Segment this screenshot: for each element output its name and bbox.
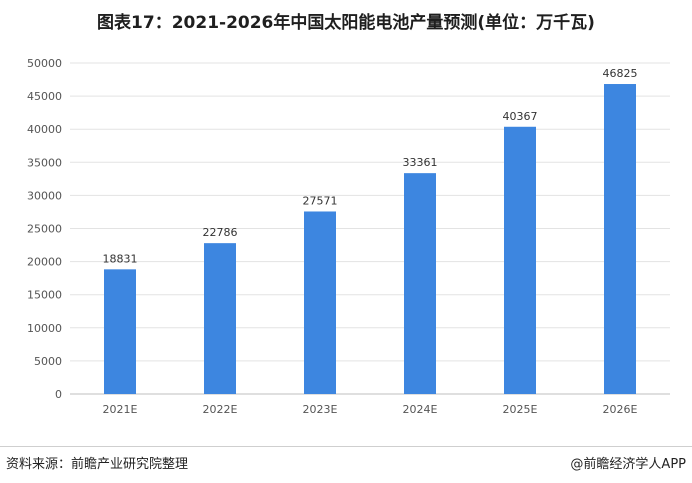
y-tick-label: 5000 [34,355,62,368]
y-tick-label: 40000 [27,123,62,136]
gridlines [70,62,670,395]
y-axis-ticks: 0 5000 10000 15000 20000 25000 30000 35000 40000… [27,57,62,401]
data-label: 40367 [503,110,538,123]
bar-chart: 0 5000 10000 15000 20000 25000 30000 35000 40000… [27,57,670,416]
bar [504,126,536,395]
y-tick-label: 30000 [27,189,62,202]
y-tick-label: 20000 [27,256,62,269]
bar [104,269,136,394]
data-label: 22786 [203,226,238,239]
x-tick-label: 2021E [103,403,138,416]
y-tick-label: 15000 [27,289,62,302]
bar [404,173,436,394]
source-note: 资料来源：前瞻产业研究院整理 [6,457,189,472]
y-tick-label: 35000 [27,156,62,169]
bar [204,243,236,394]
x-tick-label: 2024E [403,403,438,416]
data-label: 46825 [603,67,638,80]
brand-credit: @前瞻经济学人APP [570,457,686,472]
y-tick-label: 50000 [27,57,62,70]
y-tick-label: 10000 [27,322,62,335]
x-tick-label: 2022E [203,403,238,416]
y-tick-label: 0 [55,388,62,401]
data-label: 33361 [403,156,438,169]
bar [304,211,336,394]
x-tick-label: 2025E [503,403,538,416]
bars [104,84,636,395]
footer: 资料来源：前瞻产业研究院整理 @前瞻经济学人APP [0,446,692,483]
y-tick-label: 25000 [27,223,62,236]
data-label: 18831 [103,252,138,265]
bar [604,84,636,395]
data-labels: 18831 22786 27571 33361 40367 46825 [103,67,638,265]
data-label: 27571 [303,194,338,207]
y-tick-label: 45000 [27,90,62,103]
chart-title: 图表17：2021-2026年中国太阳能电池产量预测(单位：万千瓦) [97,13,595,33]
x-axis-ticks: 2021E 2022E 2023E 2024E 2025E 2026E [103,403,638,416]
x-tick-label: 2023E [303,403,338,416]
x-tick-label: 2026E [603,403,638,416]
